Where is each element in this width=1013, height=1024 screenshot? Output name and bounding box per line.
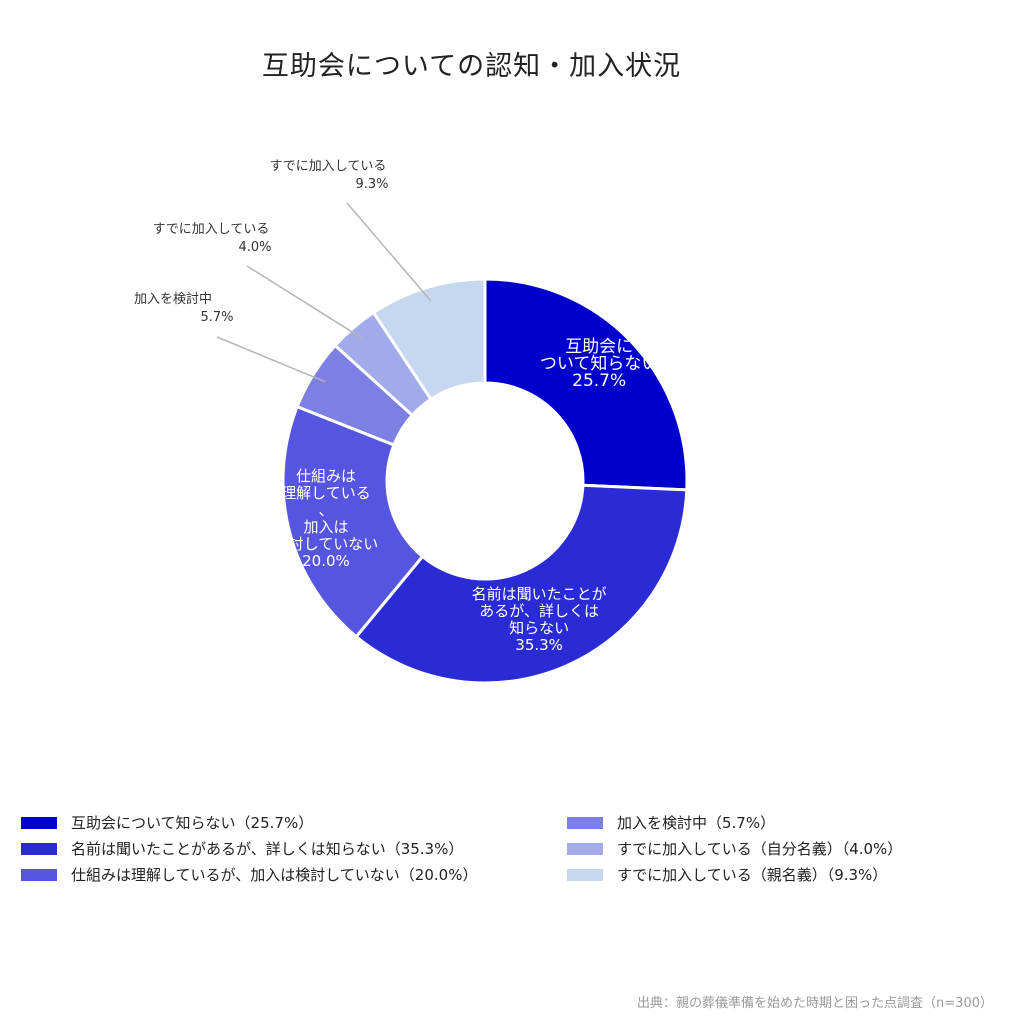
data-label-group: 互助会について知らない 25.7% 名前は聞いたことがあるが、詳しくは知らない 35.…	[134, 159, 658, 654]
legend: 互助会について知らない（25.7%） 名前は聞いたことがあるが、詳しくは知らない（…	[21, 812, 1001, 892]
data-label-line: 互助会に	[565, 337, 633, 357]
legend-item: 互助会について知らない（25.7%）	[21, 812, 313, 833]
donut-slice	[281, 404, 425, 639]
data-label: 名前は聞いたことがあるが、詳しくは知らない 35.3%	[472, 585, 607, 654]
data-label-line: 仕組みは	[296, 467, 356, 485]
legend-label: すでに加入している（親名義）（9.3%）	[617, 866, 888, 884]
data-label-line: 25.7%	[572, 371, 626, 391]
legend-swatch	[21, 816, 57, 829]
data-label: 互助会について知らない 25.7%	[540, 337, 659, 391]
data-label: 仕組みは理解している、加入は検討していない 20.0%	[274, 467, 379, 570]
data-label-line: 理解している	[281, 484, 371, 502]
data-label-line: 知らない	[509, 619, 569, 637]
data-label-line: 5.7%	[200, 310, 233, 325]
data-label-line: 20.0%	[302, 552, 350, 570]
legend-item: 仕組みは理解しているが、加入は検討していない（20.0%）	[21, 864, 477, 885]
slice-group	[281, 277, 689, 685]
data-label: すでに加入している 4.0%	[153, 222, 272, 255]
legend-item: 加入を検討中（5.7%）	[567, 812, 775, 833]
data-label-line: ついて知らない	[540, 354, 659, 374]
legend-swatch	[567, 816, 603, 829]
data-label-line: 検討していない	[274, 535, 379, 553]
data-label-line: 加入は	[303, 518, 348, 536]
data-label-line: 4.0%	[238, 240, 271, 255]
donut-slice	[371, 277, 487, 402]
data-label-line: 加入を検討中	[134, 291, 212, 307]
data-label-line: 35.3%	[515, 636, 563, 654]
legend-item: すでに加入している（親名義）（9.3%）	[567, 864, 887, 885]
data-label-line: すでに加入している	[270, 159, 387, 174]
data-label: すでに加入している 9.3%	[270, 159, 389, 192]
leader-line	[216, 336, 326, 383]
data-label-line: あるが、詳しくは	[479, 602, 599, 620]
data-label: 加入を検討中 5.7%	[134, 291, 234, 325]
donut-slice	[354, 483, 689, 685]
leader-line-group	[216, 202, 432, 383]
data-label-line: 名前は聞いたことが	[472, 585, 607, 603]
legend-label: 仕組みは理解しているが、加入は検討していない（20.0%）	[71, 866, 478, 884]
donut-chart: 互助会について知らない 25.7% 名前は聞いたことがあるが、詳しくは知らない 35.…	[134, 159, 689, 685]
chart-title: 互助会についての認知・加入状況	[261, 51, 682, 82]
leader-line	[346, 202, 432, 302]
legend-item: 名前は聞いたことがあるが、詳しくは知らない（35.3%）	[21, 838, 463, 859]
legend-swatch	[21, 842, 57, 855]
legend-label: 名前は聞いたことがあるが、詳しくは知らない（35.3%）	[71, 840, 464, 858]
legend-label: 加入を検討中（5.7%）	[617, 814, 776, 832]
legend-swatch	[567, 842, 603, 855]
data-label-line: 、	[318, 501, 333, 519]
legend-item: すでに加入している（自分名義）（4.0%）	[567, 838, 902, 859]
data-label-line: すでに加入している	[153, 222, 270, 237]
source-note: 出典：親の葬儀準備を始めた時期と困った点調査（n=300）	[637, 996, 993, 1011]
legend-label: 互助会について知らない（25.7%）	[71, 814, 314, 832]
leader-line	[246, 265, 363, 340]
legend-swatch	[21, 868, 57, 881]
legend-label: すでに加入している（自分名義）（4.0%）	[617, 840, 903, 858]
data-label-line: 9.3%	[355, 177, 388, 192]
legend-swatch	[567, 868, 603, 881]
donut-slice	[483, 277, 689, 492]
